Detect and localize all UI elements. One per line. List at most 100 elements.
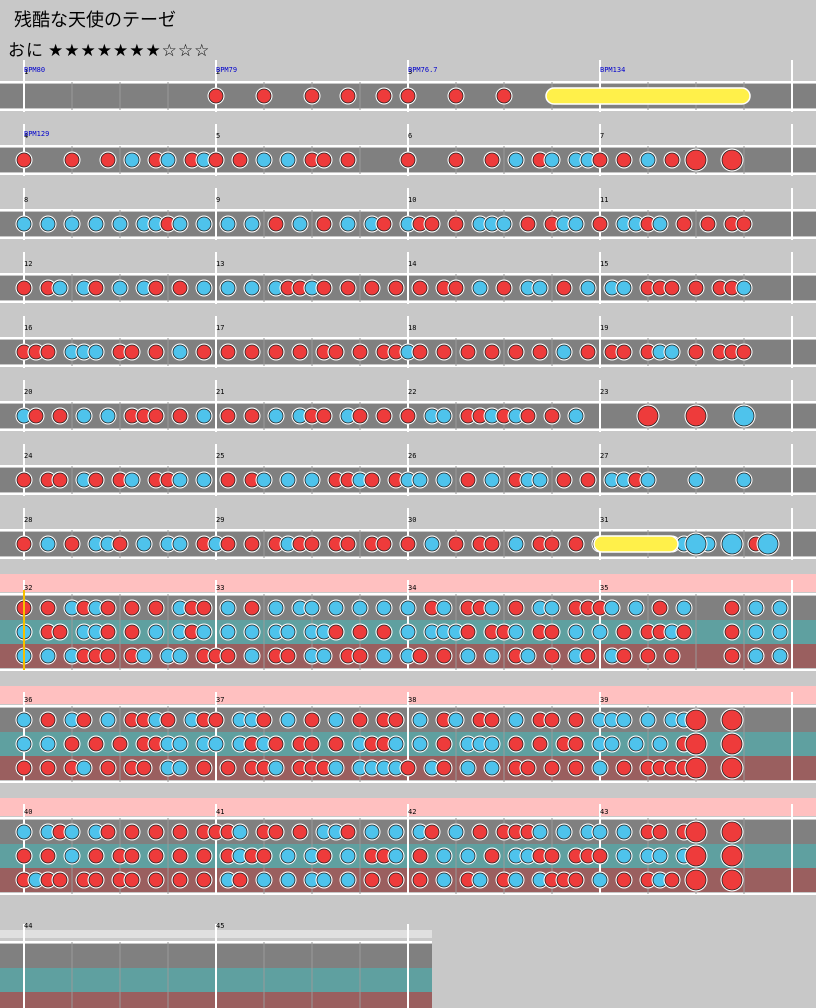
ka-note [592, 824, 608, 840]
ka-note [532, 280, 548, 296]
measure-number: 40 [24, 808, 32, 816]
measure-number: 13 [216, 260, 224, 268]
ka-note [64, 216, 80, 232]
ka-note [748, 648, 764, 664]
ka-note [244, 280, 260, 296]
don-note [40, 848, 56, 864]
don-note [208, 152, 224, 168]
ka-note [196, 408, 212, 424]
ka-note [628, 736, 644, 752]
ka-note [592, 872, 608, 888]
ka-note [256, 152, 272, 168]
don-note [256, 88, 272, 104]
don-note [685, 733, 707, 755]
ka-note [412, 736, 428, 752]
don-note [412, 280, 428, 296]
don-note [100, 624, 116, 640]
ka-note [616, 280, 632, 296]
don-note [220, 344, 236, 360]
ka-note [16, 712, 32, 728]
measure-number: 1 [24, 68, 28, 76]
don-note [28, 408, 44, 424]
don-note [664, 648, 680, 664]
ka-note [592, 760, 608, 776]
ka-note [508, 152, 524, 168]
ka-note [640, 152, 656, 168]
don-note [721, 869, 743, 891]
don-note [340, 280, 356, 296]
don-note [304, 712, 320, 728]
measure-number: 30 [408, 516, 416, 524]
don-note [412, 344, 428, 360]
don-note [52, 408, 68, 424]
don-note [556, 472, 572, 488]
ka-note [232, 824, 248, 840]
don-note [376, 624, 392, 640]
measure-number: 45 [216, 922, 224, 930]
don-note [352, 624, 368, 640]
don-note [328, 624, 344, 640]
bpm-marker: BPM134 [600, 66, 625, 74]
measure-number: 3 [408, 68, 412, 76]
bpm-marker: BPM129 [24, 130, 49, 138]
don-note [448, 280, 464, 296]
don-note [448, 152, 464, 168]
don-note [340, 824, 356, 840]
ka-note [484, 760, 500, 776]
don-note [436, 736, 452, 752]
don-note [316, 848, 332, 864]
don-note [400, 760, 416, 776]
don-note [268, 216, 284, 232]
ka-note [160, 152, 176, 168]
ka-note [112, 216, 128, 232]
measure-number: 10 [408, 196, 416, 204]
ka-note [460, 848, 476, 864]
ka-note [328, 760, 344, 776]
don-note [148, 280, 164, 296]
don-note [88, 736, 104, 752]
don-note [88, 280, 104, 296]
measure-number: 21 [216, 388, 224, 396]
ka-note [544, 152, 560, 168]
ka-note [280, 624, 296, 640]
don-note [340, 88, 356, 104]
ka-note [436, 600, 452, 616]
don-note [448, 88, 464, 104]
drumroll [545, 87, 751, 105]
measure-number: 36 [24, 696, 32, 704]
ka-note [64, 848, 80, 864]
ka-note [268, 600, 284, 616]
ka-note [244, 216, 260, 232]
don-note [721, 149, 743, 171]
ka-note [340, 216, 356, 232]
don-note [208, 88, 224, 104]
measure-number: 33 [216, 584, 224, 592]
measure-number: 6 [408, 132, 412, 140]
ka-note [244, 624, 260, 640]
don-note [544, 648, 560, 664]
ka-note [376, 648, 392, 664]
don-note [616, 624, 632, 640]
don-note [172, 280, 188, 296]
ka-note [328, 712, 344, 728]
ka-note [256, 472, 272, 488]
ka-note [124, 152, 140, 168]
don-note [532, 736, 548, 752]
don-note [316, 216, 332, 232]
ka-note [568, 408, 584, 424]
don-note [496, 280, 512, 296]
ka-note [604, 736, 620, 752]
don-note [376, 216, 392, 232]
measure-number: 5 [216, 132, 220, 140]
don-note [685, 821, 707, 843]
ka-note [460, 648, 476, 664]
ka-note [400, 624, 416, 640]
don-note [100, 648, 116, 664]
ka-note [208, 736, 224, 752]
measure-number: 28 [24, 516, 32, 524]
don-note [172, 824, 188, 840]
don-note [100, 152, 116, 168]
measure-number: 31 [600, 516, 608, 524]
don-note [616, 760, 632, 776]
don-note [172, 872, 188, 888]
